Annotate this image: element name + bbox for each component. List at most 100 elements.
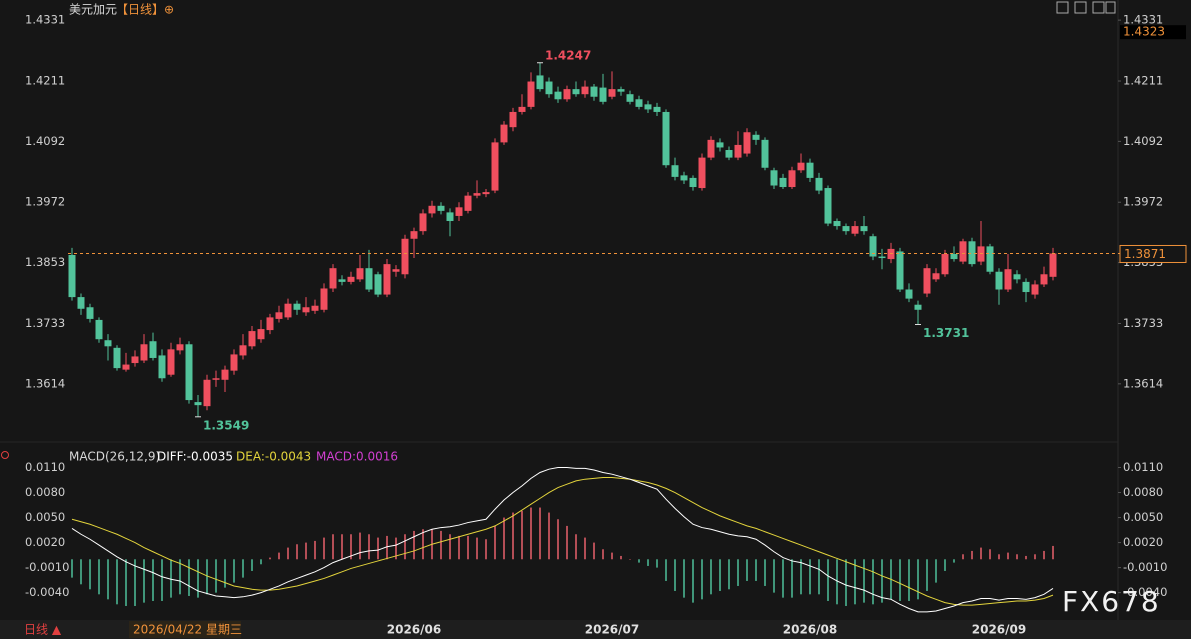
macd-bar <box>152 559 154 601</box>
macd-bar <box>638 559 640 563</box>
candle-body <box>320 288 328 310</box>
candle <box>851 221 859 237</box>
macd-bar <box>539 507 541 560</box>
candle <box>113 345 121 371</box>
macd-bar <box>314 540 316 560</box>
button[interactable] <box>1092 1 1105 14</box>
macd-bar <box>593 542 595 560</box>
button[interactable] <box>1074 1 1087 14</box>
candle <box>950 246 958 262</box>
macd-bar <box>494 525 496 560</box>
y-tick-label: 0.0080 <box>25 485 65 499</box>
add-icon[interactable]: ⊕ <box>164 3 174 17</box>
macd-bar <box>548 512 550 560</box>
candle-body <box>356 268 364 280</box>
candle <box>464 192 472 214</box>
macd-bar <box>350 534 352 560</box>
candle <box>527 72 535 110</box>
macd-bar <box>242 559 244 578</box>
candle-body <box>221 369 229 380</box>
candle-body <box>527 81 535 107</box>
macd-bar <box>503 517 505 560</box>
button[interactable] <box>1056 1 1069 14</box>
macd-bar <box>323 537 325 560</box>
y-tick-label: 1.3972 <box>1123 195 1163 209</box>
candle-body <box>113 347 121 369</box>
candle <box>86 303 94 323</box>
candle-body <box>212 378 220 380</box>
macd-bar <box>998 554 1000 560</box>
y-tick-label: 1.4092 <box>25 134 65 148</box>
candle-body <box>590 86 598 97</box>
candle <box>608 71 616 100</box>
macd-bar <box>989 549 991 560</box>
candle <box>617 86 625 96</box>
macd-bar <box>71 559 73 578</box>
candle <box>302 297 310 316</box>
candle-body <box>554 91 562 100</box>
candle <box>806 158 814 182</box>
candle <box>248 326 256 350</box>
macd-bar <box>557 519 559 560</box>
candle-body <box>338 279 346 282</box>
macd-bar <box>143 559 145 603</box>
macd-bar <box>1052 545 1054 560</box>
candle-body <box>914 304 922 310</box>
period-button[interactable]: 日线 ▲ <box>24 623 62 637</box>
candle-body <box>500 124 508 143</box>
candle-body <box>572 89 580 95</box>
candle <box>788 166 796 190</box>
y-tick-label: 1.4331 <box>1123 13 1163 27</box>
watermark: FX678 <box>1062 585 1161 618</box>
macd-bar <box>782 559 784 598</box>
candle-body <box>689 177 697 188</box>
candle-body <box>149 341 157 358</box>
candle-body <box>932 273 940 280</box>
candle-body <box>473 193 481 196</box>
candle-body <box>1013 274 1021 280</box>
last-price-label: 1.3871 <box>1124 247 1166 261</box>
candle <box>563 85 571 102</box>
candle-body <box>869 236 877 257</box>
macd-bar <box>809 559 811 595</box>
macd-bar <box>170 559 172 598</box>
candle-body <box>752 134 760 140</box>
macd-bar <box>467 535 469 560</box>
candle <box>203 374 211 411</box>
candle-body <box>698 157 706 189</box>
y-tick-label: 1.3614 <box>1123 376 1163 390</box>
candle <box>320 283 328 313</box>
macd-bar <box>863 559 865 603</box>
macd-bar <box>197 559 199 598</box>
candle-body <box>167 349 175 375</box>
indicator-icon[interactable] <box>1 451 9 459</box>
candle <box>437 202 445 215</box>
candle-body <box>959 241 967 262</box>
candle-body <box>635 99 643 107</box>
candle <box>887 242 895 264</box>
candle-body <box>311 305 319 311</box>
candle <box>779 173 787 190</box>
macd-bar <box>980 547 982 560</box>
candle-body <box>941 253 949 275</box>
candle <box>239 334 247 360</box>
candle <box>212 370 220 387</box>
macd-bar <box>575 534 577 560</box>
candle <box>158 349 166 382</box>
macd-bar <box>629 559 631 560</box>
candle <box>959 238 967 265</box>
y-tick-label: 0.0050 <box>1123 510 1163 524</box>
candle-body <box>104 340 112 347</box>
macd-bar <box>512 512 514 560</box>
annotation-label: 1.3549 <box>203 418 249 432</box>
candle <box>509 107 517 132</box>
candle-body <box>284 303 292 318</box>
candle-body <box>329 268 337 289</box>
candle <box>455 202 463 222</box>
candle-body <box>968 241 976 265</box>
candle <box>275 305 283 323</box>
macd-bar <box>746 559 748 581</box>
candle <box>995 268 1003 305</box>
button[interactable] <box>1105 1 1116 14</box>
candle-body <box>608 89 616 97</box>
